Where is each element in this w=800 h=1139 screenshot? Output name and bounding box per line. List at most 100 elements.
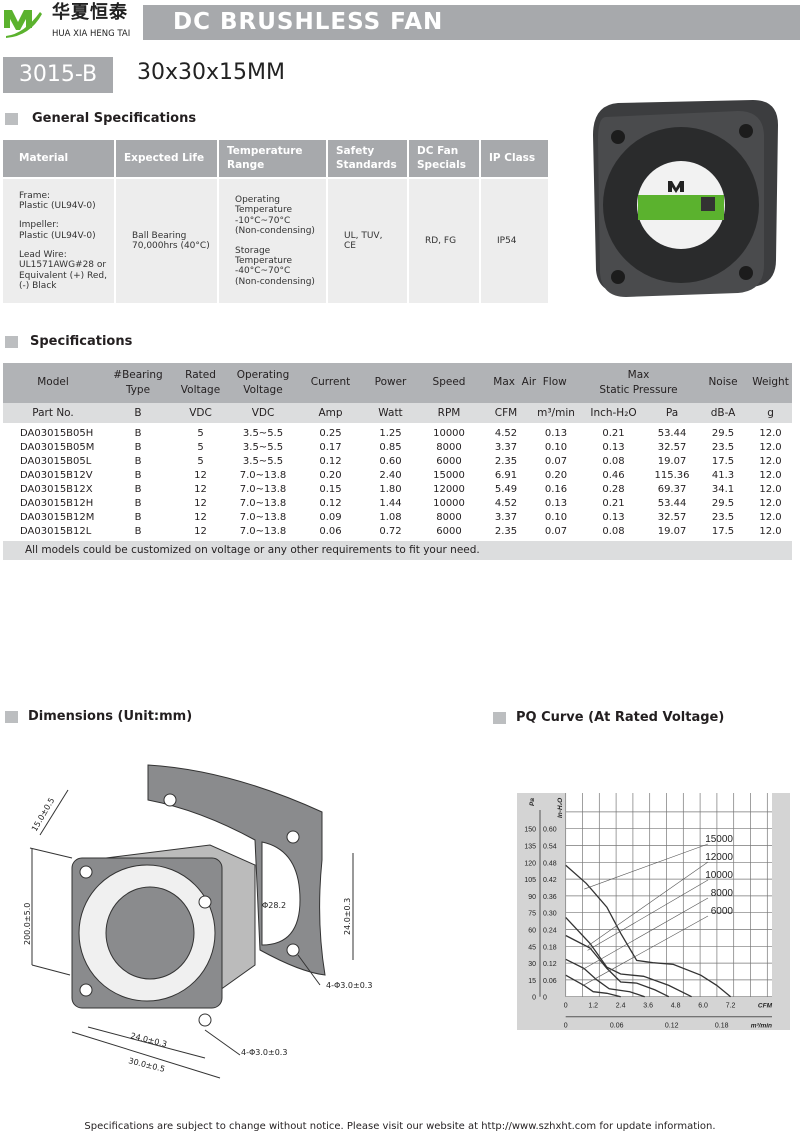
table-cell: 0.10 — [544, 512, 568, 523]
table-cell: 2.35 — [494, 456, 518, 467]
table-cell: 6.91 — [494, 470, 518, 481]
table-cell: B — [134, 442, 142, 453]
col-ip: IP Class — [480, 140, 548, 178]
pq-curve-label: 10000 — [705, 870, 733, 881]
ip-cell: IP54 — [480, 177, 548, 303]
table-row: DA03015B12M B 12 7.0~13.8 0.09 1.08 8000 3.37 0.… — [3, 511, 792, 525]
table-row: DA03015B12L B 12 7.0~13.8 0.06 0.72 6000 2.35 0.… — [3, 525, 792, 539]
table-cell: 4.52 — [494, 428, 518, 439]
table-cell: 12 — [194, 526, 207, 537]
temperature-cell: Operating Temperature -10°C~70°C (Non-co… — [218, 177, 328, 303]
table-cell: 0.09 — [319, 512, 342, 523]
x2-tick-label: 0.06 — [610, 1023, 624, 1030]
pq-curve-10000 — [565, 934, 670, 998]
col-specials: DC Fan Specials — [408, 140, 481, 178]
table-cell: 7.0~13.8 — [239, 512, 287, 523]
table-cell: 69.37 — [657, 484, 687, 495]
table-cell: 6000 — [436, 526, 462, 537]
table-cell: 0.08 — [602, 456, 625, 467]
table-cell: B — [134, 512, 142, 523]
unit-cell: Watt — [363, 403, 418, 423]
life-cell: Ball Bearing 70,000hrs (40°C) — [115, 177, 219, 303]
y-tick-label: 60 — [528, 928, 536, 935]
table-cell: 2.40 — [379, 470, 402, 481]
operating-temp: Operating Temperature -10°C~70°C (Non-co… — [235, 195, 315, 237]
table-cell: 5 — [197, 428, 204, 439]
section-marker-icon — [5, 113, 18, 125]
table-cell: 3.5~5.5 — [242, 428, 284, 439]
brand-name-en: HUA XIA HENG TAI — [52, 29, 131, 39]
fan-product-photo — [593, 100, 778, 297]
header-current: Current — [298, 363, 363, 403]
table-row: DA03015B05M B 5 3.5~5.5 0.17 0.85 8000 3.37 0.10… — [3, 441, 792, 455]
table-cell: 0.08 — [602, 526, 625, 537]
table-cell: DA03015B12X — [20, 484, 93, 495]
pq-curve-label: 12000 — [705, 852, 733, 863]
dimensions-heading: Dimensions (Unit:mm) — [28, 709, 193, 724]
col-expected-life: Expected Life — [115, 140, 219, 178]
unit-cell: dB-A — [697, 403, 750, 423]
model-badge: 3015-B — [3, 57, 113, 93]
table-cell: 8000 — [436, 512, 462, 523]
x2-tick-label: 0 — [564, 1023, 568, 1030]
y2-tick-label: 0.36 — [543, 894, 557, 901]
table-cell: 0.21 — [602, 428, 625, 439]
table-cell: B — [134, 526, 142, 537]
table-cell: 5 — [197, 442, 204, 453]
table-cell: 12 — [194, 498, 207, 509]
header-air-flow: Max Air Flow — [480, 363, 581, 403]
x2-tick-label: 0.12 — [665, 1023, 679, 1030]
y-tick-label: 135 — [524, 844, 536, 851]
table-cell: 12 — [194, 484, 207, 495]
table-cell: DA03015B12M — [20, 512, 95, 523]
header-weight: Weight — [749, 363, 793, 403]
table-cell: 12.0 — [759, 498, 782, 509]
y-tick-label: 105 — [524, 877, 536, 884]
material-cell: Frame: Plastic (UL94V-0) Impeller: Plasti… — [3, 177, 116, 303]
table-cell: 0.06 — [319, 526, 342, 537]
pq-leader-line — [582, 897, 709, 971]
table-row: DA03015B12X B 12 7.0~13.8 0.15 1.80 12000 5.49 0… — [3, 483, 792, 497]
model-size: 30x30x15MM — [137, 60, 285, 85]
y2-tick-label: 0 — [543, 995, 547, 1002]
table-cell: B — [134, 456, 142, 467]
y2-tick-label: 0.18 — [543, 944, 557, 951]
table-cell: 32.57 — [657, 512, 687, 523]
y-tick-label: 150 — [524, 827, 536, 834]
brand-logo-icon — [4, 10, 42, 38]
table-cell: 5.49 — [494, 484, 518, 495]
brand-name-cn: 华夏恒泰 — [52, 2, 128, 23]
table-cell: 12.0 — [759, 526, 782, 537]
y2-tick-label: 0.24 — [543, 928, 557, 935]
table-cell: 115.36 — [654, 470, 690, 481]
x2-tick-label: 0.18 — [715, 1023, 729, 1030]
x-tick-label: 6.0 — [698, 1003, 708, 1010]
table-cell: 0.25 — [319, 428, 342, 439]
table-cell: 6000 — [436, 456, 462, 467]
table-cell: 15000 — [433, 470, 465, 481]
table-cell: 1.08 — [379, 512, 402, 523]
table-cell: 0.10 — [544, 442, 568, 453]
table-cell: 3.37 — [494, 442, 518, 453]
section-marker-icon — [5, 336, 18, 348]
table-cell: 0.07 — [544, 526, 568, 537]
table-cell: 0.17 — [319, 442, 342, 453]
pq-leader-line — [584, 843, 709, 890]
y2-tick-label: 0.12 — [543, 961, 557, 968]
table-cell: 0.21 — [602, 498, 625, 509]
table-cell: 0.28 — [602, 484, 625, 495]
material-impeller: Impeller: Plastic (UL94V-0) — [19, 220, 96, 241]
safety-cell: UL, TUV, CE — [327, 177, 409, 303]
y-tick-label: 45 — [528, 944, 536, 951]
pq-curve-label: 8000 — [711, 888, 734, 899]
x-tick-label: 1.2 — [588, 1003, 598, 1010]
table-cell: DA03015B12V — [20, 470, 93, 481]
unit-cell: Pa — [647, 403, 698, 423]
table-cell: 12.0 — [759, 484, 782, 495]
table-cell: DA03015B05H — [20, 428, 94, 439]
table-cell: DA03015B05M — [20, 442, 95, 453]
x-tick-label: 4.8 — [671, 1003, 681, 1010]
table-cell: B — [134, 484, 142, 495]
section-marker-icon — [493, 712, 506, 724]
dim-hole-pitch-vertical: 24.0±0.3 — [343, 898, 352, 935]
